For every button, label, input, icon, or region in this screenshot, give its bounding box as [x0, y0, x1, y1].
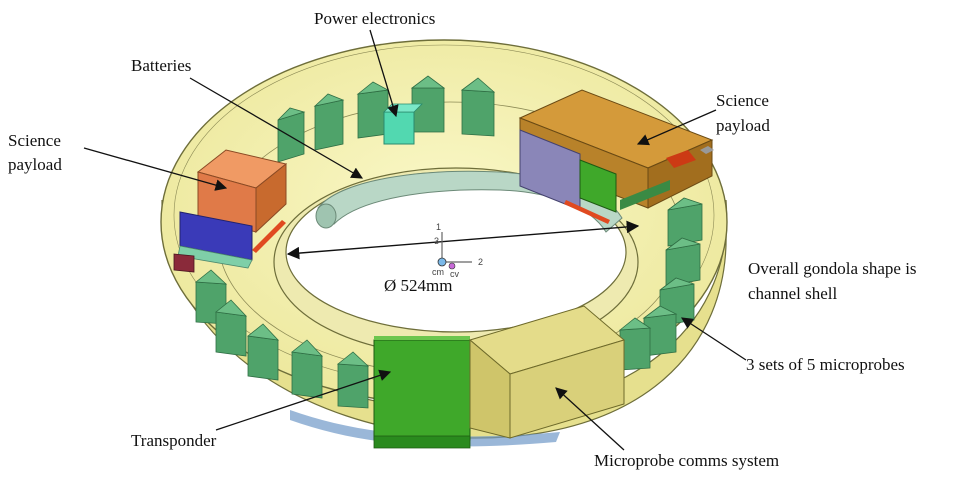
science-payload-left: [196, 149, 288, 234]
diameter-arrow: [286, 220, 640, 260]
axis-label-1: 1: [436, 222, 441, 232]
label-science-left-2: payload: [8, 155, 62, 174]
microprobes-left: [194, 269, 370, 409]
label-science-right-1: Science: [716, 91, 769, 110]
batteries-block: [173, 211, 253, 273]
batteries-tube-end: [315, 203, 337, 229]
label-overall-shape-1: Overall gondola shape is: [748, 259, 917, 278]
arrow-comms: [555, 387, 625, 451]
right-green-base: [620, 180, 670, 210]
leader-arrows: [83, 29, 747, 451]
microprobes-top: [277, 75, 496, 163]
arrow-transponder: [215, 369, 392, 431]
label-power-electronics: Power electronics: [314, 9, 436, 28]
label-science-right-2: payload: [716, 116, 770, 135]
label-science-left-1: Science: [8, 131, 61, 150]
axis-label-2: 2: [478, 257, 483, 267]
label-comms: Microprobe comms system: [594, 451, 780, 470]
arrow-science-left: [83, 147, 228, 191]
label-diameter: Ø 524mm: [384, 276, 453, 295]
left-red-strip: [252, 220, 286, 253]
arrow-microprobes: [681, 317, 747, 361]
transponder-box: [373, 336, 471, 449]
microprobes-right: [618, 197, 703, 371]
label-microprobes: 3 sets of 5 microprobes: [746, 355, 905, 374]
science-payload-right: [518, 89, 714, 213]
axis-triad: 1 3 2 cm cv: [432, 222, 483, 279]
axis-label-3: 3: [434, 236, 439, 246]
label-overall-shape-2: channel shell: [748, 284, 838, 303]
bottom-band: [290, 410, 560, 447]
arrow-power-electronics: [369, 29, 399, 118]
axis-label-cm: cm: [432, 267, 444, 277]
label-batteries: Batteries: [131, 56, 192, 75]
axis-label-cv: cv: [450, 269, 460, 279]
label-transponder: Transponder: [131, 431, 217, 450]
arrow-science-right: [636, 109, 717, 146]
right-red-strip: [564, 200, 610, 224]
arrow-batteries: [189, 77, 364, 179]
